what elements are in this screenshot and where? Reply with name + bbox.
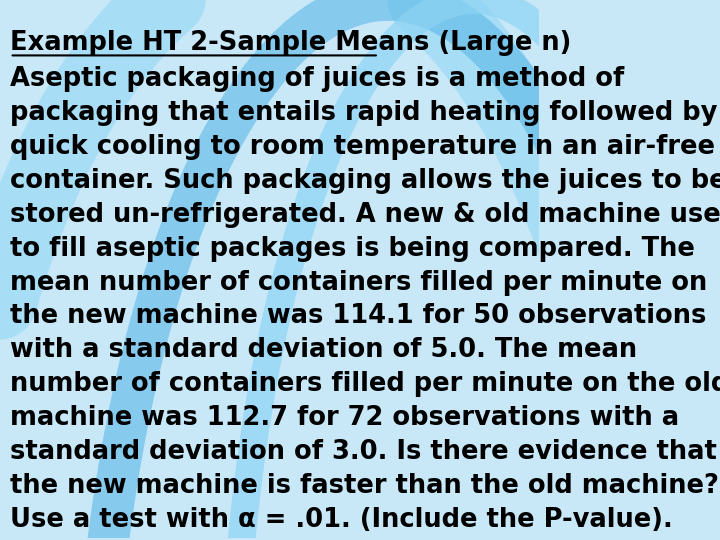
Text: quick cooling to room temperature in an air-free: quick cooling to room temperature in an …: [9, 134, 715, 160]
Text: mean number of containers filled per minute on: mean number of containers filled per min…: [9, 269, 707, 295]
Text: Aseptic packaging of juices is a method of: Aseptic packaging of juices is a method …: [9, 66, 624, 92]
Text: packaging that entails rapid heating followed by: packaging that entails rapid heating fol…: [9, 100, 717, 126]
Text: standard deviation of 3.0. Is there evidence that: standard deviation of 3.0. Is there evid…: [9, 439, 716, 465]
Text: machine was 112.7 for 72 observations with a: machine was 112.7 for 72 observations wi…: [9, 405, 679, 431]
Text: Example HT 2-Sample Means (Large n): Example HT 2-Sample Means (Large n): [9, 30, 571, 56]
Text: with a standard deviation of 5.0. The mean: with a standard deviation of 5.0. The me…: [9, 338, 636, 363]
Text: container. Such packaging allows the juices to be: container. Such packaging allows the jui…: [9, 168, 720, 194]
Text: stored un-refrigerated. A new & old machine used: stored un-refrigerated. A new & old mach…: [9, 202, 720, 228]
Text: number of containers filled per minute on the old: number of containers filled per minute o…: [9, 372, 720, 397]
Text: the new machine was 114.1 for 50 observations: the new machine was 114.1 for 50 observa…: [9, 303, 706, 329]
Text: Use a test with α = .01. (Include the P-value).: Use a test with α = .01. (Include the P-…: [9, 507, 672, 533]
Text: to fill aseptic packages is being compared. The: to fill aseptic packages is being compar…: [9, 235, 695, 262]
Text: the new machine is faster than the old machine?: the new machine is faster than the old m…: [9, 473, 719, 499]
